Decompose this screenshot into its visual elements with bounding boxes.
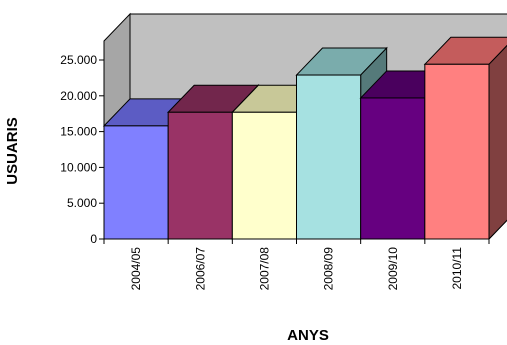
- bar-front: [296, 74, 362, 240]
- bar-front: [231, 111, 297, 240]
- y-axis: 0 5.000 10.000 15.000 20.000 25.000: [60, 53, 105, 246]
- bar-side: [488, 44, 507, 241]
- x-tick-label: 2006/07: [193, 247, 207, 291]
- x-axis: 2004/05 2006/07 2007/08 2008/09 2009/10 2010/…: [103, 238, 490, 291]
- y-tick-label: 0: [90, 232, 97, 246]
- y-tick-label: 10.000: [60, 160, 97, 174]
- y-axis-title: USUARIS: [4, 117, 21, 185]
- bar-front: [103, 125, 169, 240]
- bar-front: [167, 111, 233, 240]
- x-tick-label: 2008/09: [322, 247, 336, 291]
- x-tick-label: 2004/05: [129, 247, 143, 291]
- y-tick-label: 15.000: [60, 125, 97, 139]
- x-tick-label: 2010/11: [450, 247, 464, 290]
- x-tick-label: 2007/08: [257, 247, 271, 291]
- bar-front: [424, 63, 490, 240]
- chart-bars: [102, 36, 507, 241]
- x-axis-title: ANYS: [287, 327, 329, 344]
- bar-2010/11: [423, 36, 507, 241]
- y-tick-label: 20.000: [60, 89, 97, 103]
- y-tick-label: 5.000: [67, 196, 97, 210]
- y-tick-label: 25.000: [60, 53, 97, 67]
- x-tick-label: 2009/10: [386, 247, 400, 291]
- bar-front: [360, 97, 426, 240]
